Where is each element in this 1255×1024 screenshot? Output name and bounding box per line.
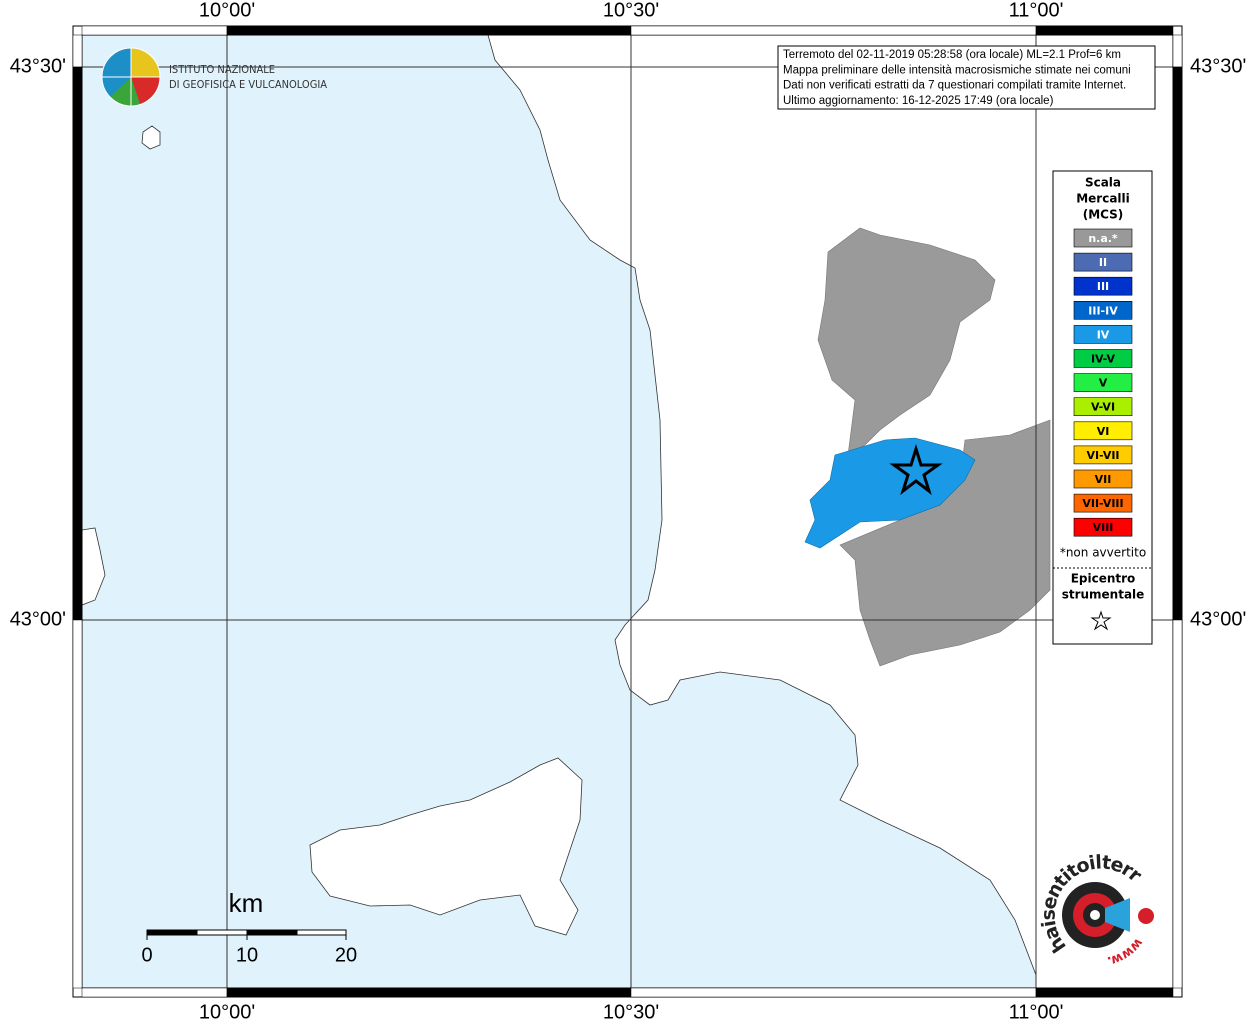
longitude-label: 11°00' [1009, 1001, 1064, 1023]
info-line: Ultimo aggiornamento: 16-12-2025 17:49 (… [783, 95, 1054, 107]
frame-bar [1172, 66, 1183, 621]
frame-bar [1035, 25, 1174, 36]
legend-swatch [1073, 325, 1133, 344]
legend-swatch [1073, 397, 1133, 417]
info-line: Mappa preliminare delle intensità macros… [783, 64, 1131, 76]
legend-swatch [1073, 252, 1133, 272]
legend-title: Mercalli [1076, 192, 1130, 206]
legend-label: IV [1097, 328, 1110, 341]
frame-bar [630, 987, 1037, 998]
frame-bar [226, 987, 632, 998]
scale-tick: 0 [141, 944, 152, 966]
legend-swatch [1073, 445, 1133, 465]
frame-bar [81, 25, 228, 36]
info-box [777, 45, 1156, 110]
info-line: Terremoto del 02-11-2019 05:28:58 (ora l… [783, 49, 1121, 61]
island-capraia [141, 125, 161, 150]
scale-tick: 20 [335, 944, 357, 966]
legend-swatch [1073, 300, 1133, 320]
frame-bar [630, 25, 1037, 36]
region-na-north [817, 227, 996, 456]
sea [81, 34, 1037, 989]
legend-swatch [1073, 493, 1133, 513]
legend-label: VIII [1093, 521, 1114, 534]
legend-label: III [1097, 280, 1109, 293]
legend-swatch [1073, 349, 1133, 368]
legend-swatch [1073, 469, 1133, 489]
legend-label: VI-VII [1086, 449, 1119, 462]
latitude-label: 43°30' [1190, 55, 1246, 77]
legend-label: VII [1095, 473, 1112, 486]
island-elba [309, 757, 583, 936]
legend-label: II [1099, 256, 1107, 269]
longitude-label: 10°30' [603, 0, 659, 21]
frame-bar [1172, 34, 1183, 68]
scale-bar [146, 929, 347, 940]
legend-label: III-IV [1088, 304, 1118, 317]
longitude-label: 11°00' [1009, 0, 1064, 21]
logo-text: ISTITUTO NAZIONALE [169, 63, 275, 76]
legend-title: Scala [1085, 176, 1121, 190]
logo-text: DI GEOFISICA E VULCANOLOGIA [169, 78, 327, 91]
legend-star [1090, 610, 1112, 631]
frame-bar [72, 66, 83, 621]
epicenter-title: strumentale [1062, 588, 1145, 602]
legend-label: V-VI [1091, 401, 1115, 414]
frame-bar [72, 619, 83, 989]
legend-note: *non avvertito [1060, 546, 1146, 560]
legend-label: n.a.* [1088, 232, 1118, 245]
frame-bar [81, 987, 228, 998]
frame-bar [1035, 987, 1174, 998]
legend-label: V [1099, 377, 1108, 390]
legend-swatch [1073, 517, 1133, 537]
legend-label: IV-V [1091, 353, 1116, 366]
latitude-label: 43°00' [10, 608, 66, 630]
ingv-logo [101, 47, 161, 107]
legend-swatch [1073, 373, 1133, 392]
frame-bar [72, 34, 83, 68]
legend-swatch [1073, 421, 1133, 441]
scale-tick: 10 [236, 944, 258, 966]
longitude-label: 10°00' [199, 0, 255, 21]
longitude-label: 10°30' [603, 1001, 659, 1023]
latitude-label: 43°00' [1190, 608, 1246, 630]
longitude-label: 10°00' [199, 1001, 255, 1023]
legend-swatch [1073, 228, 1133, 248]
scale-unit: km [229, 888, 264, 918]
frame-bar [226, 25, 632, 36]
legend-title: (MCS) [1083, 208, 1124, 222]
latitude-label: 43°30' [10, 55, 66, 77]
legend-swatch [1073, 276, 1133, 296]
epicenter-star [889, 443, 943, 496]
legend-label: VII-VIII [1082, 497, 1123, 510]
epicenter-title: Epicentro [1071, 572, 1136, 586]
frame-bar [1172, 619, 1183, 989]
info-line: Dati non verificati estratti da 7 questi… [783, 80, 1126, 92]
legend-label: VI [1097, 425, 1110, 438]
